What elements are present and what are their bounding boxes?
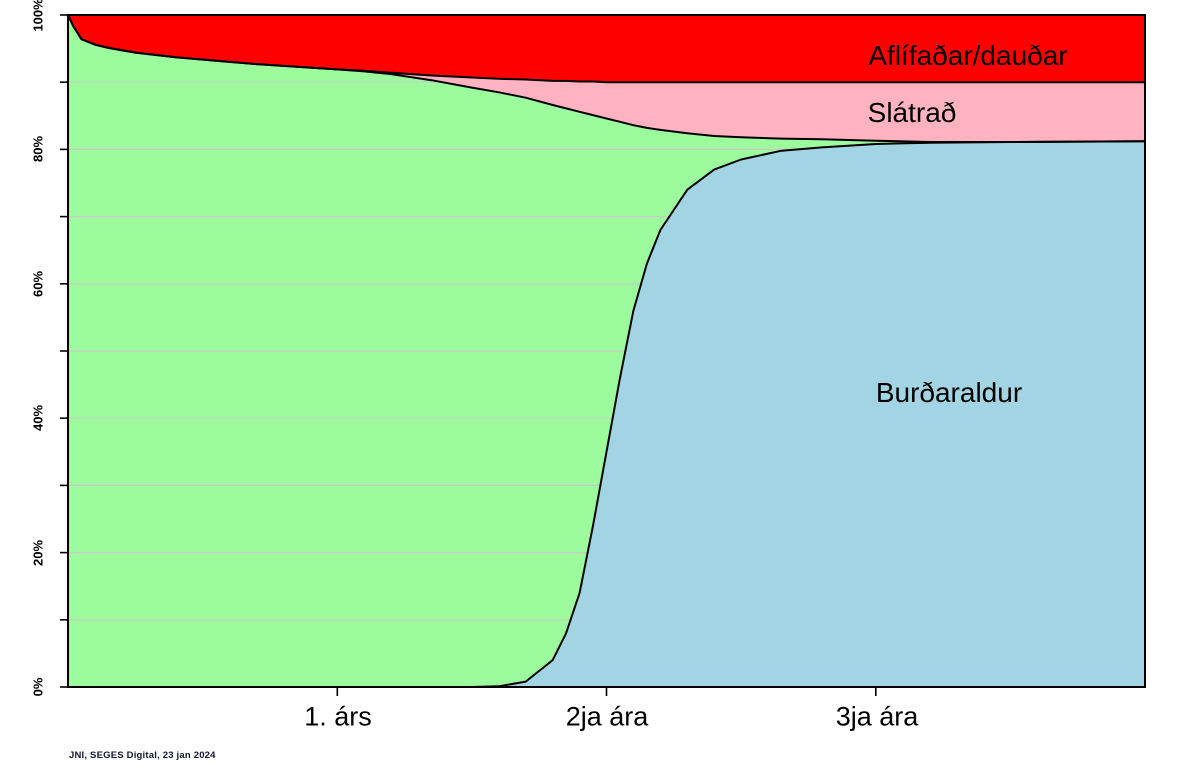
area-label-burdaraldur: Burðaraldur xyxy=(875,377,1023,408)
x-tick-label-2ja-ara: 2ja ára xyxy=(565,701,649,732)
area-band-aflifadar-daudar xyxy=(68,15,1145,83)
y-tick-label-20: 20% xyxy=(30,539,46,567)
y-tick-label-100: 100% xyxy=(30,0,46,32)
y-tick-label-40: 40% xyxy=(30,404,46,432)
y-tick-label-60: 60% xyxy=(30,270,46,298)
area-band-burdaraldur xyxy=(68,141,1145,688)
x-tick-label-1-ars: 1. árs xyxy=(304,701,372,732)
area-band-slatrad xyxy=(68,15,1145,142)
area-label-slatrad: Slátrað xyxy=(867,97,957,128)
area-label-aflifadar-daudar: Aflífaðar/dauðar xyxy=(868,40,1068,71)
footer-credit: JNI, SEGES Digital, 23 jan 2024 xyxy=(69,750,216,761)
y-tick-label-80: 80% xyxy=(30,135,46,163)
x-tick-label-3ja-ara: 3ja ára xyxy=(835,701,919,732)
y-tick-label-0: 0% xyxy=(30,677,46,697)
boundary-slatrad-top xyxy=(67,14,1145,84)
